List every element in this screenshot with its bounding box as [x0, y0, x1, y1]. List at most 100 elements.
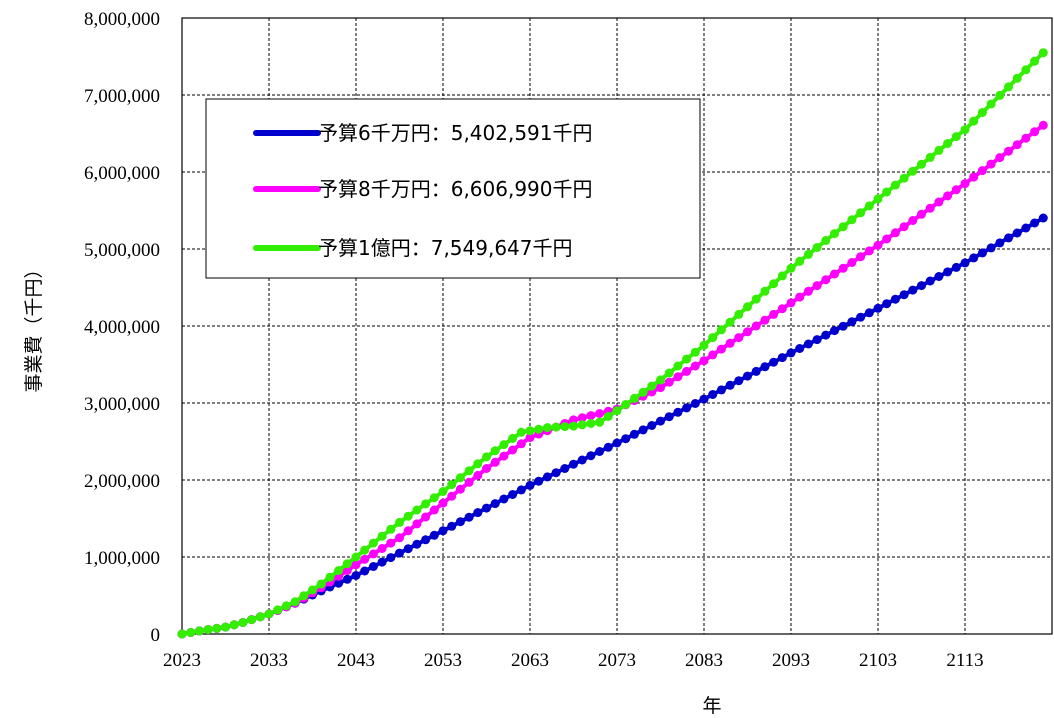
series-point-0 — [368, 562, 378, 571]
series-point-0 — [334, 578, 344, 588]
series-point-0 — [586, 451, 596, 461]
series-point-2 — [229, 620, 239, 630]
series-line-2 — [181, 51, 1045, 636]
series-point-0 — [960, 258, 970, 268]
series-point-2 — [656, 375, 665, 385]
series-point-0 — [777, 353, 787, 363]
series-point-2 — [221, 622, 230, 632]
series-point-0 — [560, 464, 570, 473]
series-point-2 — [281, 601, 291, 611]
series-point-1 — [1004, 146, 1013, 156]
series-point-0 — [595, 447, 605, 456]
plot-frame — [181, 17, 1053, 635]
y-tick-label: 2,000,000 — [84, 471, 160, 492]
series-point-0 — [1038, 213, 1048, 223]
series-point-1 — [377, 544, 387, 553]
series-point-1 — [342, 566, 352, 575]
series-point-2 — [917, 159, 926, 169]
series-point-1 — [864, 246, 874, 256]
series-point-0 — [551, 468, 561, 478]
series-point-0 — [899, 290, 909, 300]
x-tick-label: 2073 — [598, 650, 636, 671]
series-point-1 — [769, 309, 779, 319]
series-point-2 — [299, 591, 309, 601]
series-point-1 — [856, 252, 866, 262]
x-tick-label: 2033 — [250, 650, 288, 671]
y-tick-label: 6,000,000 — [84, 163, 160, 184]
series-point-0 — [629, 429, 639, 439]
series-point-0 — [812, 335, 822, 345]
series-point-2 — [238, 618, 248, 627]
series-point-1 — [464, 477, 474, 487]
series-point-0 — [360, 566, 370, 576]
series-point-1 — [412, 519, 422, 529]
series-point-1 — [421, 512, 431, 522]
series-point-0 — [455, 517, 465, 527]
series-point-0 — [847, 317, 857, 327]
series-point-1 — [977, 166, 987, 176]
series-point-2 — [569, 421, 578, 431]
series-point-2 — [377, 531, 387, 541]
series-point-1 — [403, 526, 413, 536]
series-point-2 — [830, 229, 839, 239]
series-point-1 — [960, 179, 970, 189]
series-point-1 — [934, 197, 944, 207]
y-tick-label: 4,000,000 — [84, 317, 160, 338]
series-point-1 — [664, 377, 674, 387]
series-point-2 — [969, 116, 979, 126]
series-point-1 — [586, 411, 596, 421]
series-point-1 — [690, 361, 700, 371]
x-tick-label: 2113 — [946, 650, 983, 671]
series-point-1 — [1038, 120, 1048, 130]
series-point-2 — [960, 125, 970, 135]
series-point-2 — [482, 452, 491, 462]
x-tick-label: 2063 — [511, 650, 549, 671]
series-point-1 — [395, 533, 404, 543]
series-point-0 — [342, 574, 352, 584]
series-point-1 — [838, 263, 848, 273]
series-point-1 — [969, 172, 979, 182]
series-point-1 — [847, 258, 857, 267]
series-point-2 — [455, 473, 465, 483]
series-point-2 — [551, 422, 561, 432]
series-point-2 — [664, 368, 674, 378]
series-point-0 — [429, 530, 439, 540]
series-point-2 — [334, 566, 344, 575]
series-point-1 — [455, 484, 465, 494]
series-point-2 — [621, 400, 631, 409]
series-point-2 — [682, 354, 692, 364]
series-point-0 — [995, 238, 1005, 248]
series-point-0 — [499, 494, 509, 504]
series-point-2 — [925, 152, 935, 162]
y-tick-label: 1,000,000 — [84, 548, 160, 569]
series-point-1 — [1030, 127, 1040, 137]
series-point-1 — [716, 344, 726, 354]
x-axis-title: 年 — [702, 695, 721, 717]
series-point-2 — [264, 609, 274, 619]
series-point-0 — [856, 312, 866, 322]
series-point-2 — [194, 626, 204, 636]
series-point-2 — [847, 215, 857, 225]
series-point-0 — [882, 299, 892, 309]
series-point-2 — [290, 597, 300, 607]
series-point-2 — [751, 294, 761, 304]
series-point-0 — [664, 412, 674, 422]
series-point-2 — [308, 585, 317, 595]
series-point-0 — [760, 362, 770, 372]
series-point-1 — [499, 451, 509, 461]
y-axis-title: 事業費（千円） — [23, 259, 45, 392]
series-point-1 — [482, 464, 491, 473]
series-point-1 — [908, 216, 918, 225]
series-point-2 — [908, 166, 918, 176]
series-point-2 — [690, 347, 700, 357]
series-point-2 — [899, 173, 909, 183]
series-point-1 — [925, 203, 935, 213]
series-point-0 — [934, 272, 944, 281]
series-point-0 — [673, 407, 683, 417]
series-point-0 — [412, 539, 422, 549]
x-tick-label: 2043 — [337, 650, 375, 671]
series-point-2 — [273, 605, 283, 615]
series-point-2 — [508, 433, 518, 443]
series-point-0 — [743, 371, 752, 381]
